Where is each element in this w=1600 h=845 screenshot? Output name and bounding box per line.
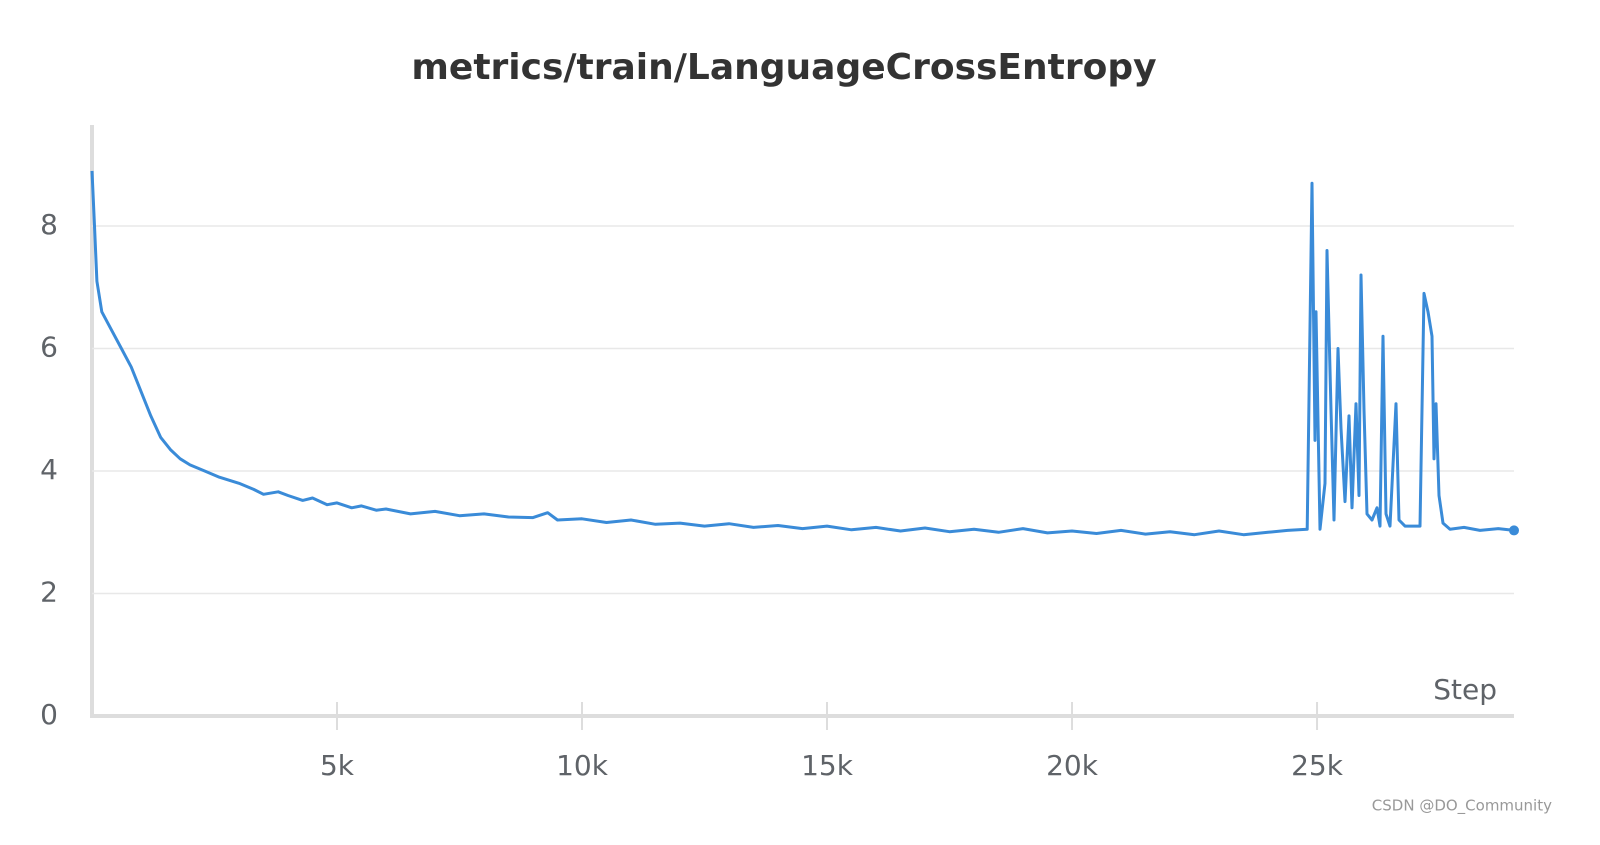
y-tick-label: 4 xyxy=(40,453,58,486)
x-tick-label: 15k xyxy=(801,749,854,782)
y-tick-label: 6 xyxy=(40,331,58,364)
x-tick-label: 20k xyxy=(1046,749,1099,782)
chart-title: metrics/train/LanguageCrossEntropy xyxy=(411,47,1156,88)
data-line xyxy=(90,170,1515,537)
y-tick-label: 8 xyxy=(40,208,58,241)
x-tick-label: 10k xyxy=(556,749,609,782)
x-axis-label: Step xyxy=(1433,673,1497,706)
y-tick-label: 0 xyxy=(40,698,58,731)
x-tick-label: 25k xyxy=(1291,749,1344,782)
end-point xyxy=(1509,525,1519,536)
y-tick-label: 2 xyxy=(40,576,58,609)
x-tick-label: 5k xyxy=(320,749,355,782)
watermark: CSDN @DO_Community xyxy=(1372,797,1552,816)
